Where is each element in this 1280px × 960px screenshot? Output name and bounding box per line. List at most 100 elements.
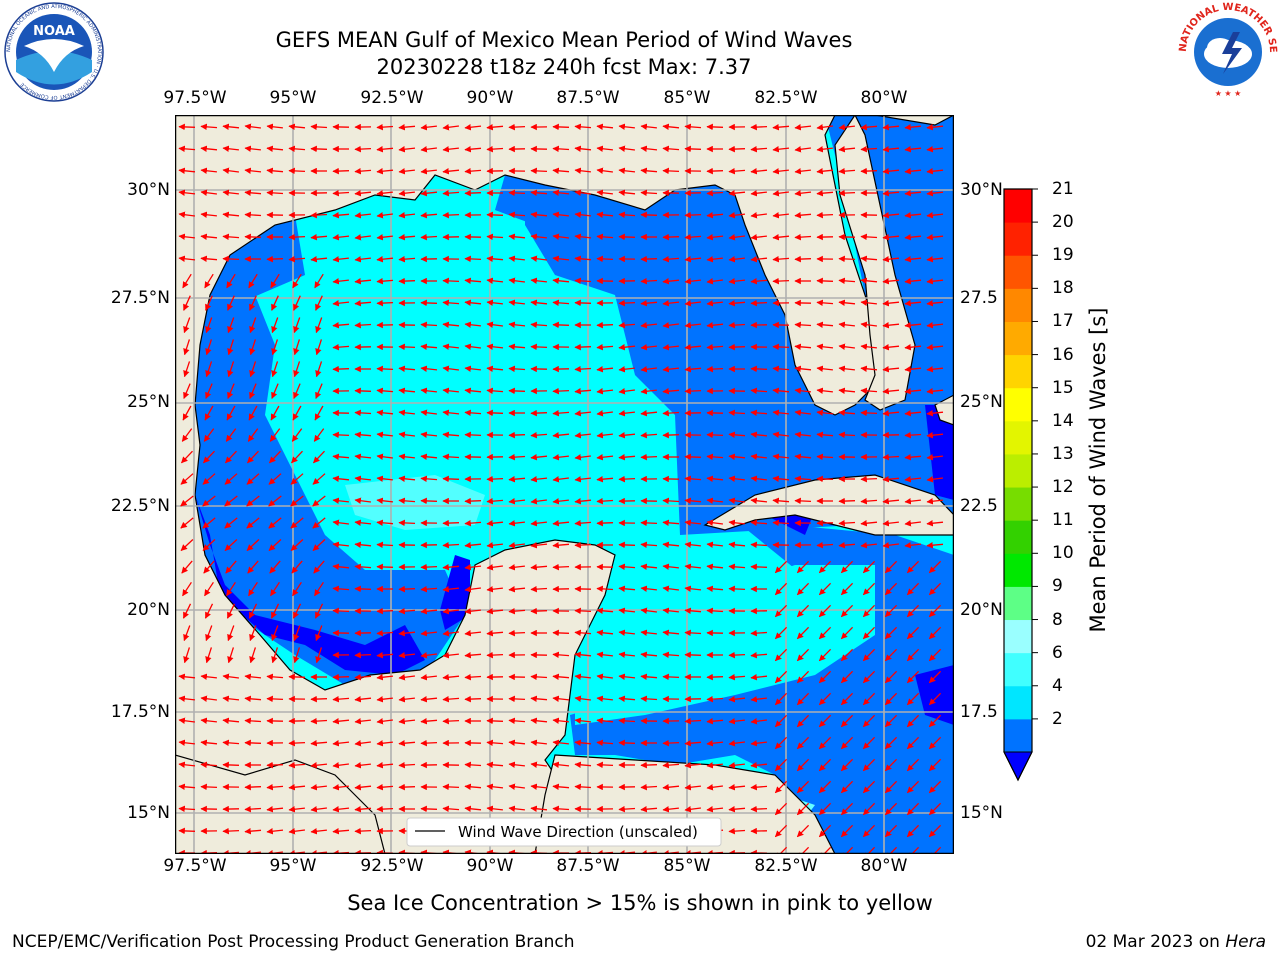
wave-direction-arrow bbox=[818, 802, 832, 816]
wave-direction-arrow bbox=[706, 189, 724, 197]
wave-direction-arrow bbox=[552, 145, 570, 153]
wave-direction-arrow bbox=[486, 805, 503, 812]
wave-direction-arrow bbox=[508, 277, 525, 284]
wave-direction-arrow bbox=[640, 431, 658, 439]
wave-direction-arrow bbox=[222, 211, 240, 219]
wave-direction-arrow bbox=[178, 695, 195, 702]
wave-direction-arrow bbox=[376, 453, 393, 460]
lon-tick-top: 95°W bbox=[269, 88, 317, 108]
wave-direction-arrow bbox=[796, 824, 810, 838]
wave-direction-arrow bbox=[904, 211, 922, 219]
wave-direction-arrow bbox=[750, 541, 768, 549]
wave-direction-arrow bbox=[266, 123, 283, 130]
wave-direction-arrow bbox=[508, 255, 525, 262]
wave-direction-arrow bbox=[248, 581, 258, 597]
wave-direction-arrow bbox=[574, 717, 591, 724]
wave-direction-arrow bbox=[684, 211, 702, 219]
wave-direction-arrow bbox=[354, 475, 371, 482]
wave-direction-arrow bbox=[662, 673, 680, 681]
wave-direction-arrow bbox=[244, 233, 262, 241]
wave-direction-arrow bbox=[774, 802, 788, 816]
wave-direction-arrow bbox=[398, 475, 416, 483]
wave-direction-arrow bbox=[180, 517, 194, 529]
wave-direction-arrow bbox=[486, 739, 504, 747]
wave-direction-arrow bbox=[442, 783, 460, 791]
wave-direction-arrow bbox=[640, 453, 658, 461]
wave-direction-arrow bbox=[860, 542, 877, 549]
wave-direction-arrow bbox=[530, 189, 548, 197]
wave-direction-arrow bbox=[314, 603, 324, 619]
wave-direction-arrow bbox=[816, 387, 833, 394]
wave-direction-arrow bbox=[508, 233, 526, 241]
wave-direction-arrow bbox=[315, 317, 323, 334]
wave-direction-arrow bbox=[332, 695, 350, 703]
wave-direction-arrow bbox=[249, 339, 257, 356]
wave-direction-arrow bbox=[266, 828, 284, 835]
wave-direction-arrow bbox=[818, 692, 832, 706]
wave-direction-arrow bbox=[182, 273, 192, 289]
wave-direction-arrow bbox=[222, 739, 240, 747]
footer-producer: NCEP/EMC/Verification Post Processing Pr… bbox=[12, 932, 575, 952]
wave-direction-arrow bbox=[200, 783, 218, 791]
wave-direction-arrow bbox=[838, 277, 856, 285]
wave-direction-arrow bbox=[486, 629, 504, 637]
wave-direction-arrow bbox=[552, 277, 570, 285]
wave-direction-arrow bbox=[222, 167, 239, 174]
colorbar bbox=[1003, 188, 1038, 782]
wave-direction-arrow bbox=[774, 560, 788, 574]
wave-direction-arrow bbox=[376, 497, 394, 504]
wave-direction-arrow bbox=[442, 608, 459, 615]
wave-direction-arrow bbox=[293, 361, 301, 378]
wave-direction-arrow bbox=[706, 321, 724, 329]
svg-text:★ ★ ★: ★ ★ ★ bbox=[1215, 89, 1242, 98]
wave-direction-arrow bbox=[332, 784, 349, 791]
wave-direction-arrow bbox=[442, 146, 459, 153]
wave-direction-arrow bbox=[640, 783, 658, 791]
wave-direction-arrow bbox=[354, 673, 372, 681]
footer-date: 02 Mar 2023 on Hera bbox=[1085, 932, 1266, 952]
wave-direction-arrow bbox=[464, 387, 482, 395]
colorbar-segment bbox=[1004, 387, 1032, 422]
wave-direction-arrow bbox=[244, 805, 262, 813]
wave-direction-arrow bbox=[398, 431, 415, 438]
wave-direction-arrow bbox=[464, 189, 482, 197]
wave-direction-arrow bbox=[816, 365, 833, 372]
wave-direction-arrow bbox=[552, 167, 570, 175]
wave-direction-arrow bbox=[442, 630, 459, 637]
wave-direction-arrow bbox=[376, 629, 394, 637]
wave-direction-arrow bbox=[774, 692, 788, 706]
wave-direction-arrow bbox=[596, 739, 614, 747]
wave-direction-arrow bbox=[354, 541, 372, 549]
wave-direction-arrow bbox=[928, 714, 942, 728]
wave-direction-arrow bbox=[464, 277, 482, 285]
wave-direction-arrow bbox=[178, 739, 195, 746]
wave-direction-arrow bbox=[684, 541, 701, 548]
wave-direction-arrow bbox=[200, 739, 218, 747]
wave-direction-arrow bbox=[420, 563, 438, 571]
wave-direction-arrow bbox=[884, 692, 898, 706]
wave-direction-arrow bbox=[750, 123, 768, 131]
wave-direction-arrow bbox=[180, 495, 194, 507]
wave-direction-arrow bbox=[293, 625, 301, 642]
wave-direction-arrow bbox=[249, 647, 257, 664]
wave-direction-arrow bbox=[310, 123, 328, 131]
wave-direction-arrow bbox=[774, 670, 788, 684]
wave-direction-arrow bbox=[728, 321, 746, 329]
wave-direction-arrow bbox=[266, 255, 284, 263]
wind-wave-direction-arrows bbox=[178, 123, 944, 854]
wave-direction-arrow bbox=[706, 607, 724, 615]
wave-direction-arrow bbox=[816, 299, 834, 307]
wave-direction-arrow bbox=[354, 256, 371, 263]
wave-direction-arrow bbox=[928, 824, 942, 838]
wave-direction-arrow bbox=[398, 409, 415, 416]
wave-direction-arrow bbox=[508, 365, 526, 373]
wave-direction-arrow bbox=[227, 361, 235, 378]
wave-direction-arrow bbox=[183, 383, 191, 399]
wave-direction-arrow bbox=[268, 473, 282, 485]
wave-direction-arrow bbox=[290, 517, 304, 529]
wave-direction-arrow bbox=[860, 365, 878, 373]
wave-direction-arrow bbox=[862, 758, 876, 772]
wave-direction-arrow bbox=[530, 299, 548, 307]
wave-direction-arrow bbox=[222, 255, 240, 263]
wave-direction-arrow bbox=[684, 761, 702, 769]
